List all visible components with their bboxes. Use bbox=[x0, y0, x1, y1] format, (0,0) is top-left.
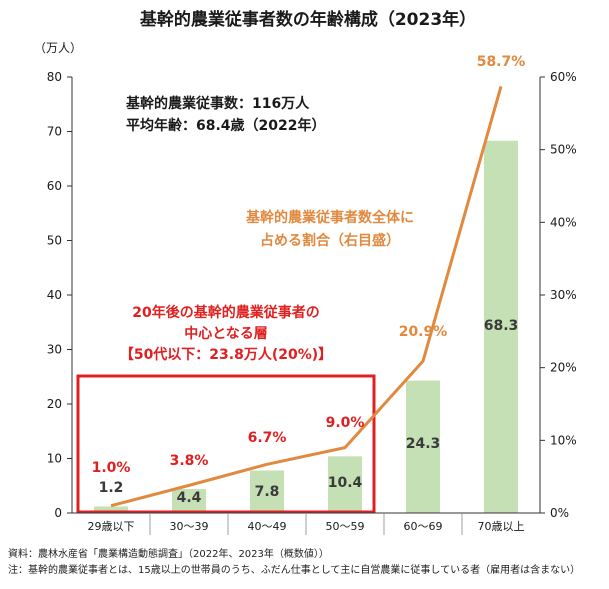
source-note: 資料：農林水産省「農業構造動態調査」（2022年、2023年（概数値）） bbox=[8, 549, 329, 560]
left-tick-label: 60 bbox=[47, 179, 62, 193]
right-tick-label: 60% bbox=[550, 70, 577, 84]
x-tick-label: 30～39 bbox=[170, 520, 209, 533]
highlight-box bbox=[76, 374, 376, 514]
right-tick-label: 10% bbox=[550, 433, 577, 447]
line-series-label-line2: 占める割合（右目盛） bbox=[260, 232, 400, 249]
share-value-label: 9.0% bbox=[326, 415, 365, 431]
definition-note: 注：基幹的農業従事者とは、15歳以上の世帯員のうち、ふだん仕事として主に自営農業… bbox=[8, 565, 581, 576]
left-tick-label: 80 bbox=[47, 70, 62, 84]
bar-value-label: 1.2 bbox=[99, 480, 124, 496]
share-value-label: 6.7% bbox=[248, 430, 287, 446]
bar-value-label: 24.3 bbox=[406, 436, 441, 452]
footnotes: 資料：農林水産省「農業構造動態調査」（2022年、2023年（概数値）） 注：基… bbox=[8, 547, 608, 579]
x-tick-label: 29歳以下 bbox=[88, 520, 135, 533]
right-tick-label: 20% bbox=[550, 361, 577, 375]
bar bbox=[484, 140, 518, 513]
left-tick-label: 50 bbox=[47, 234, 62, 248]
highlight-caption-line3: 【50代以下：23.8万人(20%)】 bbox=[120, 346, 332, 363]
y-axis-label: （万人） bbox=[34, 41, 82, 55]
highlight-caption-line2: 中心となる層 bbox=[184, 325, 268, 342]
highlight-caption-line1: 20年後の基幹的農業従事者の bbox=[132, 304, 319, 321]
bar bbox=[328, 456, 362, 513]
share-value-label: 1.0% bbox=[92, 460, 131, 476]
right-tick-label: 50% bbox=[550, 143, 577, 157]
left-tick-label: 30 bbox=[47, 343, 62, 357]
bar bbox=[250, 470, 284, 513]
share-value-label: 3.8% bbox=[170, 453, 209, 469]
bar bbox=[172, 489, 206, 513]
bar-value-label: 68.3 bbox=[484, 318, 519, 334]
bar bbox=[94, 506, 128, 513]
bar-value-label: 4.4 bbox=[177, 490, 202, 506]
right-tick-label: 30% bbox=[550, 288, 577, 302]
left-tick-label: 0 bbox=[54, 506, 62, 520]
chart-title: 基幹的農業従事者数の年齢構成（2023年） bbox=[139, 9, 476, 30]
x-tick-label: 60～69 bbox=[404, 520, 443, 533]
bar-value-label: 7.8 bbox=[255, 484, 280, 500]
x-tick-label: 40～49 bbox=[248, 520, 287, 533]
bar-value-label: 10.4 bbox=[328, 475, 363, 491]
summary-total: 基幹的農業従事数：116万人 bbox=[126, 95, 310, 112]
right-tick-label: 0% bbox=[550, 506, 569, 520]
left-tick-label: 20 bbox=[47, 397, 62, 411]
x-tick-label: 70歳以上 bbox=[478, 520, 525, 533]
left-tick-label: 70 bbox=[47, 125, 62, 139]
left-tick-label: 40 bbox=[47, 288, 62, 302]
x-tick-label: 50～59 bbox=[326, 520, 365, 533]
summary-average-age: 平均年齢：68.4歳（2022年） bbox=[126, 117, 326, 134]
line-series-label-line1: 基幹的農業従事者数全体に bbox=[246, 209, 414, 226]
share-line bbox=[110, 86, 503, 508]
share-value-label: 20.9% bbox=[399, 324, 448, 340]
bar bbox=[406, 380, 440, 513]
left-tick-label: 10 bbox=[47, 452, 62, 466]
share-value-label: 58.7% bbox=[477, 54, 526, 70]
right-tick-label: 40% bbox=[550, 215, 577, 229]
